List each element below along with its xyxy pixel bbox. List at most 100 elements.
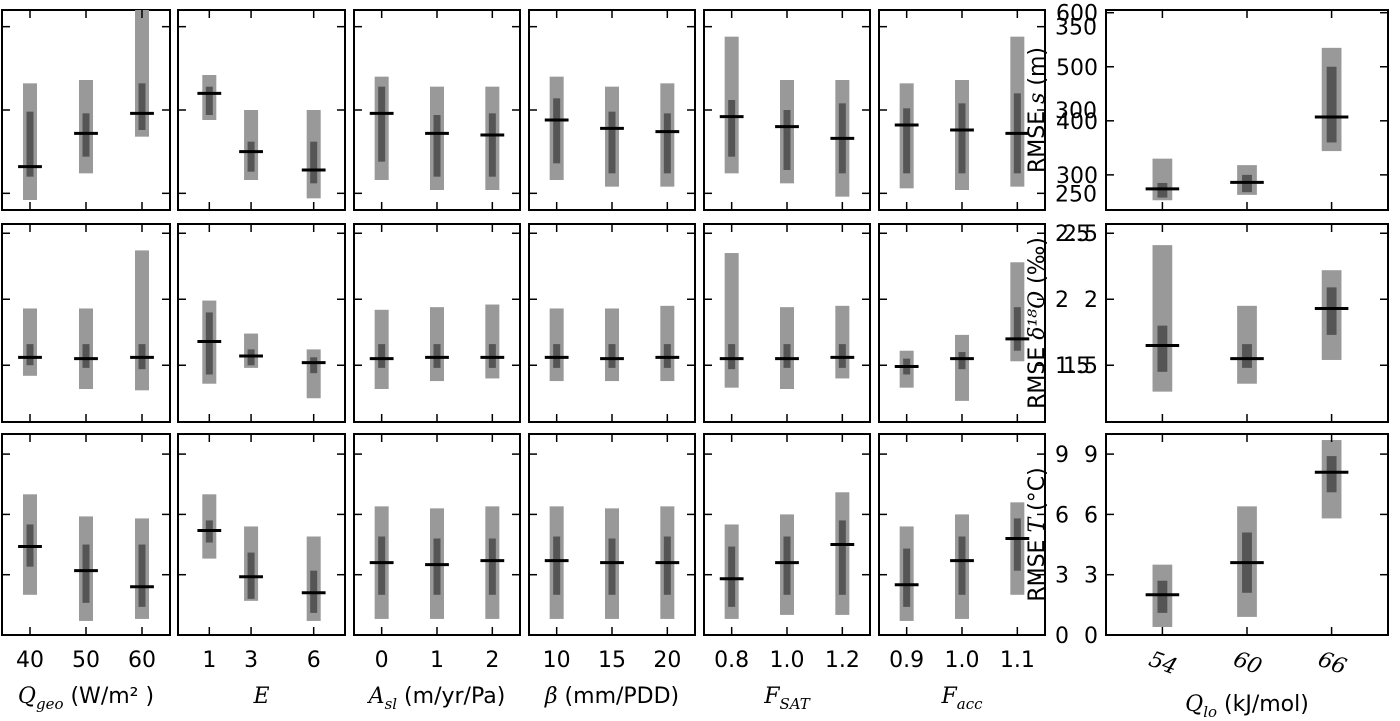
panel-FSAT-d18O xyxy=(703,223,871,423)
box-inner-beta-15 xyxy=(608,538,616,595)
panel-Facc-T xyxy=(878,433,1046,636)
ytick-label-d18O: 2 xyxy=(1055,288,1069,313)
box-inner-FSAT-1.0 xyxy=(783,536,791,595)
xtick-label-FSAT: 0.8 xyxy=(714,648,749,673)
box-inner-Facc-0.9 xyxy=(903,548,911,607)
xtick-label-Qlo: 60 xyxy=(1230,647,1265,680)
box-inner-Qgeo-40 xyxy=(26,111,34,177)
panel-FSAT-T xyxy=(703,433,871,636)
box-outer-Qgeo-60 xyxy=(135,250,149,391)
box-inner-Facc-1.1 xyxy=(1013,307,1021,351)
box-inner-Asl-2 xyxy=(488,538,496,595)
box-inner-FSAT-1.2 xyxy=(838,520,846,595)
ylabel-T: RMSE T (°C) xyxy=(1025,467,1050,601)
box-inner-FSAT-1.0 xyxy=(783,110,791,170)
xtick-label-FSAT: 1.0 xyxy=(770,648,805,673)
box-inner-Facc-1.0 xyxy=(958,103,966,174)
box-inner-Asl-1 xyxy=(433,115,441,177)
ytick-label-right-s: 600 xyxy=(1056,2,1098,27)
xlabel-Asl: Asl (m/yr/Pa) xyxy=(367,684,506,713)
xtick-label-Qlo: 54 xyxy=(1145,647,1180,680)
panel-frame xyxy=(177,433,346,636)
box-outer-E-6 xyxy=(306,349,321,399)
xtick-label-Asl: 2 xyxy=(485,648,499,673)
ytick-label-right-s: 500 xyxy=(1056,56,1098,81)
box-inner-Qgeo-60 xyxy=(138,83,146,130)
box-inner-Qlo-66 xyxy=(1326,287,1337,335)
panel-Qgeo-d18O xyxy=(1,223,171,423)
ytick-label-right-T: 9 xyxy=(1084,443,1098,468)
xtick-label-E: 6 xyxy=(307,648,321,673)
ytick-label-right-d18O: 2.5 xyxy=(1063,222,1098,247)
ytick-label-s: 300 xyxy=(1055,99,1097,124)
box-inner-beta-15 xyxy=(608,111,616,174)
ytick-label-right-d18O: 2 xyxy=(1084,288,1098,313)
box-inner-Asl-0 xyxy=(378,344,386,368)
box-inner-Qlo-66 xyxy=(1326,456,1337,493)
ytick-label-right-s: 300 xyxy=(1056,164,1098,189)
xtick-label-FSAT: 1.2 xyxy=(825,648,860,673)
box-inner-Facc-1.0 xyxy=(958,352,966,370)
box-inner-Asl-0 xyxy=(378,86,386,162)
box-inner-Asl-2 xyxy=(488,113,496,177)
box-inner-Qgeo-40 xyxy=(26,344,34,366)
ytick-label-d18O: 1.5 xyxy=(1055,354,1090,379)
box-outer-Qgeo-40 xyxy=(23,308,37,376)
box-inner-Qlo-54 xyxy=(1157,580,1168,613)
xtick-label-Facc: 1.1 xyxy=(1000,648,1035,673)
box-inner-Facc-1.1 xyxy=(1013,518,1021,571)
box-inner-Qgeo-50 xyxy=(82,544,90,603)
box-inner-Qlo-54 xyxy=(1157,325,1168,372)
xtick-label-beta: 10 xyxy=(543,648,571,673)
panel-beta-d18O xyxy=(528,223,696,423)
xlabel-Facc: Facc xyxy=(940,684,983,713)
panel-Facc-s xyxy=(878,9,1046,211)
ytick-label-s: 350 xyxy=(1055,16,1097,41)
xtick-label-beta: 20 xyxy=(653,648,681,673)
box-inner-FSAT-0.8 xyxy=(728,546,736,607)
xtick-label-Qlo: 66 xyxy=(1315,647,1350,680)
panel-beta-s xyxy=(528,9,696,211)
box-inner-beta-20 xyxy=(663,536,671,595)
box-inner-FSAT-0.8 xyxy=(728,100,736,157)
panel-beta-T xyxy=(528,433,696,636)
panel-E-T xyxy=(177,433,346,636)
box-inner-E-6 xyxy=(310,141,318,184)
ytick-label-right-d18O: 1.5 xyxy=(1063,354,1098,379)
xlabel-beta: β (mm/PDD) xyxy=(544,684,679,709)
ytick-label-right-s: 400 xyxy=(1056,110,1098,135)
box-inner-E-1 xyxy=(205,312,213,375)
box-inner-Facc-1.0 xyxy=(958,536,966,595)
panel-Qlo-T xyxy=(1105,433,1389,636)
box-outer-beta-20 xyxy=(660,305,675,382)
panel-Qgeo-T xyxy=(1,433,171,636)
xlabel-Qlo: Qlo (kJ/mol) xyxy=(1185,692,1309,721)
panel-Facc-d18O xyxy=(878,223,1046,423)
ytick-label-T: 0 xyxy=(1055,624,1069,649)
xtick-label-beta: 15 xyxy=(598,648,626,673)
panel-FSAT-s xyxy=(703,9,871,211)
xtick-label-E: 3 xyxy=(244,648,258,673)
box-inner-E-6 xyxy=(310,357,318,374)
ytick-label-right-T: 3 xyxy=(1084,564,1098,589)
panel-Qlo-d18O xyxy=(1105,223,1389,423)
box-inner-Qgeo-50 xyxy=(82,113,90,157)
panel-E-s xyxy=(177,9,346,211)
xtick-label-Facc: 0.9 xyxy=(889,648,924,673)
xlabel-Qgeo: Qgeo (W/m² ) xyxy=(18,684,154,713)
box-inner-E-3 xyxy=(247,141,255,172)
box-inner-FSAT-1.0 xyxy=(783,344,791,368)
box-inner-Facc-0.9 xyxy=(903,108,911,174)
xlabel-FSAT: FSAT xyxy=(763,684,811,713)
ylabel-d18O: RMSE δ¹⁸O (‰) xyxy=(1025,237,1050,409)
xtick-label-E: 1 xyxy=(202,648,216,673)
box-inner-Qlo-66 xyxy=(1326,66,1337,143)
panel-E-d18O xyxy=(177,223,346,423)
box-inner-E-1 xyxy=(205,86,213,115)
xtick-label-Asl: 0 xyxy=(375,648,389,673)
panel-frame xyxy=(177,223,346,423)
xtick-label-Qgeo: 50 xyxy=(72,648,100,673)
ytick-label-right-T: 0 xyxy=(1084,624,1098,649)
box-inner-beta-10 xyxy=(553,98,561,164)
